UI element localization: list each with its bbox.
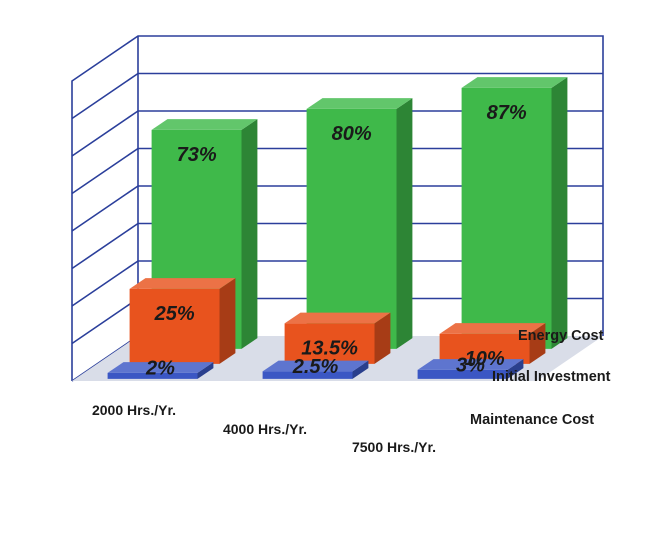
bar-maintenance-cost-1 <box>107 362 214 379</box>
bar-front <box>461 87 552 349</box>
gridline <box>71 147 603 195</box>
bar-initial-investment-2 <box>284 312 391 364</box>
bar-top <box>107 362 214 373</box>
bar-front <box>306 108 397 349</box>
bar-side <box>197 362 214 379</box>
category-label: 2000 Hrs./Yr. <box>92 402 176 418</box>
bar-top <box>417 359 524 370</box>
bar-top <box>306 98 413 109</box>
category-label: 7500 Hrs./Yr. <box>352 439 436 455</box>
bar-top <box>262 360 369 372</box>
gridline <box>71 110 603 157</box>
chart-labels: 87% 80% 73% 10% 13.5% 25% 3% 2.5% 2% 2000 Hrs./Yr… <box>92 102 611 455</box>
series-label: Initial Investment <box>492 369 611 385</box>
bar-energy-cost-2 <box>306 98 413 349</box>
value-label: 3% <box>456 355 485 377</box>
value-label: 13.5% <box>301 337 358 359</box>
bar-side <box>374 312 391 364</box>
value-label: 2% <box>145 358 175 380</box>
bar-side <box>551 77 568 349</box>
bar-side <box>396 98 413 349</box>
bar-maintenance-cost-3 <box>417 359 524 379</box>
bar-energy-cost-3 <box>461 77 568 349</box>
bar-maintenance-cost-2 <box>262 360 369 379</box>
bar-initial-investment-3 <box>439 323 546 364</box>
value-label: 73% <box>177 144 217 166</box>
category-label: 4000 Hrs./Yr. <box>223 421 307 437</box>
series-label: Energy Cost <box>518 328 604 344</box>
bar-top <box>151 119 258 130</box>
bar-side <box>352 360 369 379</box>
bar-front <box>129 288 220 364</box>
chart-walls <box>71 35 604 382</box>
bar-side <box>241 119 258 349</box>
series-label: Maintenance Cost <box>470 412 594 428</box>
bar-top <box>439 323 546 334</box>
gridline <box>71 260 603 307</box>
bar-front <box>262 371 353 379</box>
bar-top <box>284 312 391 324</box>
value-label: 87% <box>487 102 527 124</box>
bar-front <box>417 369 508 379</box>
value-label: 10% <box>465 348 505 370</box>
bar-front <box>439 333 530 364</box>
bar-side <box>507 359 524 379</box>
value-label: 2.5% <box>292 356 339 378</box>
gridline <box>71 72 603 120</box>
value-label: 80% <box>332 123 372 145</box>
gridline <box>71 185 603 232</box>
value-label: 25% <box>154 303 195 325</box>
bar-side <box>219 278 236 364</box>
bar-initial-investment-1 <box>129 278 236 364</box>
gridline <box>71 222 603 270</box>
bar-top <box>129 278 236 289</box>
chart-bars <box>107 77 568 379</box>
bar-front <box>107 372 198 379</box>
bar-top <box>461 77 568 88</box>
bar-side <box>529 323 546 364</box>
bar-front <box>284 323 375 364</box>
